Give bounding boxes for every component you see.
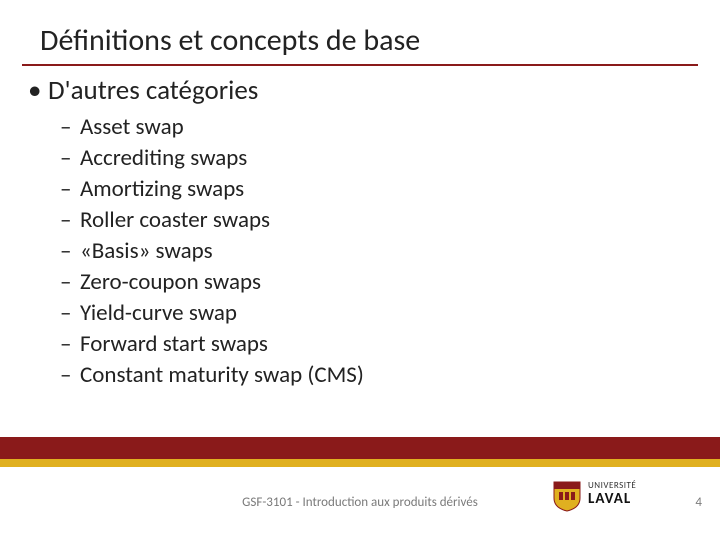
list-item: –Yield-curve swap bbox=[60, 298, 364, 329]
dash-icon: – bbox=[60, 267, 80, 298]
list-item: –Forward start swaps bbox=[60, 329, 364, 360]
list-item: –«Basis» swaps bbox=[60, 236, 364, 267]
sub-bullet-list: –Asset swap –Accrediting swaps –Amortizi… bbox=[60, 112, 364, 391]
list-item-text: Accrediting swaps bbox=[80, 144, 247, 172]
decor-band-red bbox=[0, 437, 720, 459]
list-item: –Zero-coupon swaps bbox=[60, 267, 364, 298]
list-item-text: Yield-curve swap bbox=[80, 299, 237, 327]
slide-title: Définitions et concepts de base bbox=[40, 22, 420, 59]
list-item: –Accrediting swaps bbox=[60, 143, 364, 174]
list-item: –Roller coaster swaps bbox=[60, 205, 364, 236]
logo-text-large: LAVAL bbox=[588, 490, 631, 508]
dash-icon: – bbox=[60, 360, 80, 391]
dash-icon: – bbox=[60, 329, 80, 360]
list-item-text: Roller coaster swaps bbox=[80, 206, 270, 234]
dash-icon: – bbox=[60, 205, 80, 236]
slide: Définitions et concepts de base •D'autre… bbox=[0, 0, 720, 540]
page-number: 4 bbox=[695, 495, 702, 510]
list-item-text: Forward start swaps bbox=[80, 330, 268, 358]
decor-band-gold bbox=[0, 459, 720, 467]
bullet-marker: • bbox=[28, 74, 48, 107]
list-item: –Constant maturity swap (CMS) bbox=[60, 360, 364, 391]
list-item-text: «Basis» swaps bbox=[80, 237, 213, 265]
list-item: –Amortizing swaps bbox=[60, 174, 364, 205]
list-item-text: Amortizing swaps bbox=[80, 175, 244, 203]
bullet-level1: •D'autres catégories bbox=[28, 74, 258, 107]
list-item: –Asset swap bbox=[60, 112, 364, 143]
title-underline bbox=[22, 64, 698, 66]
dash-icon: – bbox=[60, 298, 80, 329]
list-item-text: Asset swap bbox=[80, 113, 184, 141]
list-item-text: Constant maturity swap (CMS) bbox=[80, 361, 364, 389]
list-item-text: Zero-coupon swaps bbox=[80, 268, 261, 296]
dash-icon: – bbox=[60, 174, 80, 205]
dash-icon: – bbox=[60, 112, 80, 143]
dash-icon: – bbox=[60, 143, 80, 174]
dash-icon: – bbox=[60, 236, 80, 267]
shield-icon bbox=[552, 480, 582, 512]
university-logo: UNIVERSITÉ LAVAL bbox=[552, 478, 662, 514]
bullet-text: D'autres catégories bbox=[48, 74, 258, 107]
